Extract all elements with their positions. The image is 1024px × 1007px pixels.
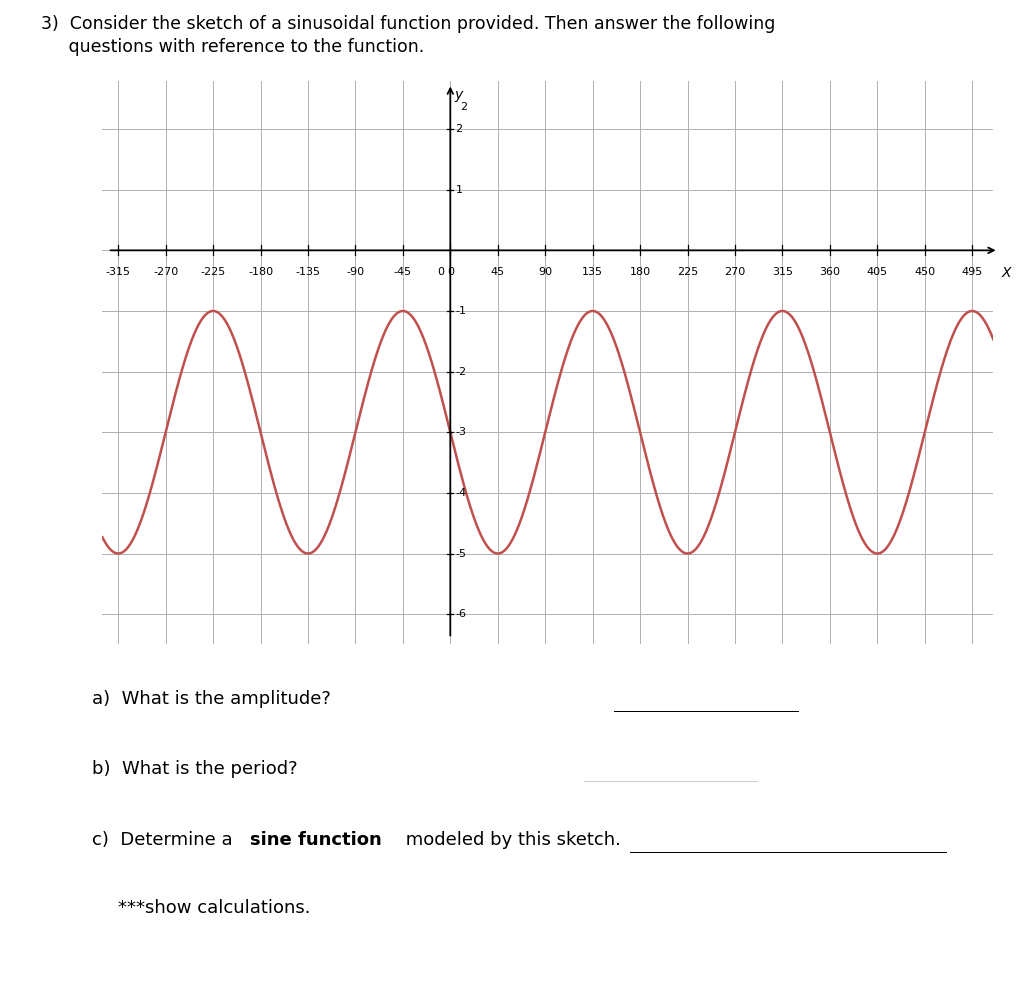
Text: 3)  Consider the sketch of a sinusoidal function provided. Then answer the follo: 3) Consider the sketch of a sinusoidal f…	[41, 15, 775, 33]
Text: a)  What is the amplitude?: a) What is the amplitude?	[92, 690, 331, 708]
Text: questions with reference to the function.: questions with reference to the function…	[41, 38, 424, 56]
Text: 2: 2	[460, 102, 467, 112]
Text: -225: -225	[201, 267, 225, 277]
Text: 405: 405	[866, 267, 888, 277]
Text: 315: 315	[772, 267, 793, 277]
Text: -270: -270	[153, 267, 178, 277]
Text: -6: -6	[456, 609, 467, 619]
Text: ***show calculations.: ***show calculations.	[118, 899, 310, 917]
Text: -3: -3	[456, 427, 467, 437]
Text: y: y	[455, 88, 463, 102]
Text: 45: 45	[490, 267, 505, 277]
Text: 90: 90	[539, 267, 552, 277]
Text: 2: 2	[456, 124, 463, 134]
Text: 0: 0	[437, 267, 444, 277]
Text: 135: 135	[583, 267, 603, 277]
Text: 0: 0	[446, 267, 454, 277]
Text: c)  Determine a: c) Determine a	[92, 831, 239, 849]
Text: 225: 225	[677, 267, 698, 277]
Text: X: X	[1001, 266, 1012, 280]
Text: -2: -2	[456, 367, 467, 377]
Text: -315: -315	[105, 267, 131, 277]
Text: -5: -5	[456, 549, 467, 559]
Text: 450: 450	[914, 267, 935, 277]
Text: 495: 495	[962, 267, 983, 277]
Text: -135: -135	[296, 267, 321, 277]
Text: -1: -1	[456, 306, 467, 316]
Text: -90: -90	[346, 267, 365, 277]
Text: modeled by this sketch.: modeled by this sketch.	[400, 831, 622, 849]
Text: 270: 270	[724, 267, 745, 277]
Text: 1: 1	[456, 184, 463, 194]
Text: 180: 180	[630, 267, 650, 277]
Text: -45: -45	[394, 267, 412, 277]
Text: 360: 360	[819, 267, 841, 277]
Text: b)  What is the period?: b) What is the period?	[92, 760, 298, 778]
Text: -4: -4	[456, 487, 467, 497]
Text: sine function: sine function	[250, 831, 382, 849]
Text: -180: -180	[248, 267, 273, 277]
